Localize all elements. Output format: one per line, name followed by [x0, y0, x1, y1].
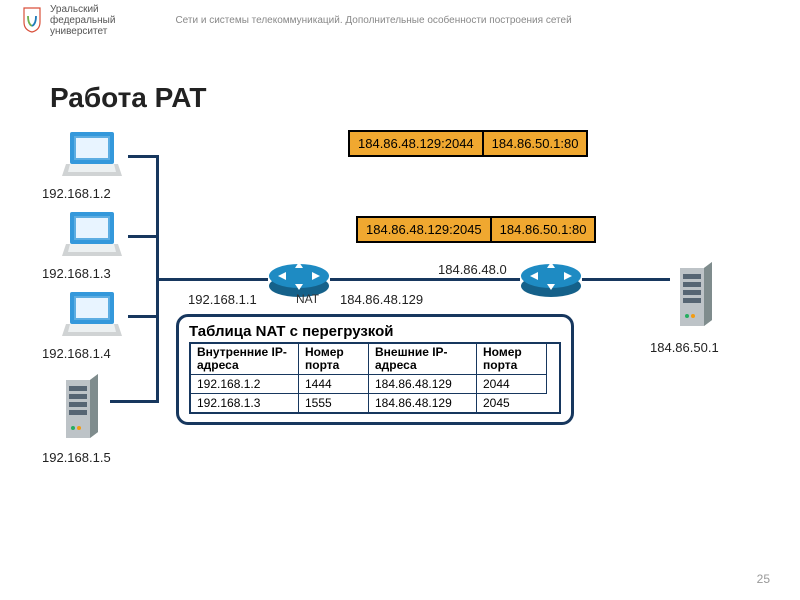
packet-cell: 184.86.50.1:80: [492, 218, 595, 241]
nat-table-cell: 1555: [299, 394, 369, 412]
server-ip-label: 184.86.50.1: [650, 340, 719, 355]
laptop-icon: [60, 130, 124, 180]
nat-table-cell: 192.168.1.2: [191, 375, 299, 394]
packet-box: 184.86.48.129:2044184.86.50.1:80: [348, 130, 588, 157]
network-line: [582, 278, 670, 281]
network-line: [128, 315, 158, 318]
network-label: 192.168.1.1: [188, 292, 257, 307]
packet-cell: 184.86.50.1:80: [484, 132, 587, 155]
network-label: 184.86.48.129: [340, 292, 423, 307]
nat-table-cell: 2045: [477, 394, 547, 412]
nat-table-header: Внутренние IP-адреса: [191, 344, 299, 375]
network-line: [128, 155, 158, 158]
server-ip-label: 192.168.1.5: [42, 450, 111, 465]
server-icon: [672, 260, 720, 332]
network-label: NAT: [296, 292, 319, 306]
network-line: [128, 235, 158, 238]
nat-table-header: Номер порта: [299, 344, 369, 375]
laptop-ip-label: 192.168.1.4: [42, 346, 111, 361]
packet-cell: 184.86.48.129:2044: [350, 132, 484, 155]
packet-cell: 184.86.48.129:2045: [358, 218, 492, 241]
nat-table-grid: Внутренние IP-адресаНомер портаВнешние I…: [189, 342, 561, 414]
laptop-icon: [60, 210, 124, 260]
nat-table-cell: 184.86.48.129: [369, 394, 477, 412]
nat-table-header: Номер порта: [477, 344, 547, 375]
diagram-canvas: 192.168.1.2 192.168.1.3 192.168.1.4 192.…: [0, 0, 800, 600]
laptop-ip-label: 192.168.1.2: [42, 186, 111, 201]
nat-table: Таблица NAT с перегрузкой Внутренние IP-а…: [176, 314, 574, 425]
laptop-ip-label: 192.168.1.3: [42, 266, 111, 281]
laptop-icon: [60, 290, 124, 340]
packet-box: 184.86.48.129:2045184.86.50.1:80: [356, 216, 596, 243]
network-label: 184.86.48.0: [438, 262, 507, 277]
nat-table-header: Внешние IP-адреса: [369, 344, 477, 375]
network-line: [156, 278, 268, 281]
page-number: 25: [757, 572, 770, 586]
server-icon: [58, 372, 106, 444]
nat-table-cell: 192.168.1.3: [191, 394, 299, 412]
nat-table-cell: 1444: [299, 375, 369, 394]
router-icon: [520, 258, 582, 298]
nat-table-cell: 184.86.48.129: [369, 375, 477, 394]
network-line: [330, 278, 520, 281]
network-line: [110, 400, 158, 403]
nat-table-title: Таблица NAT с перегрузкой: [189, 323, 561, 340]
nat-table-cell: 2044: [477, 375, 547, 394]
